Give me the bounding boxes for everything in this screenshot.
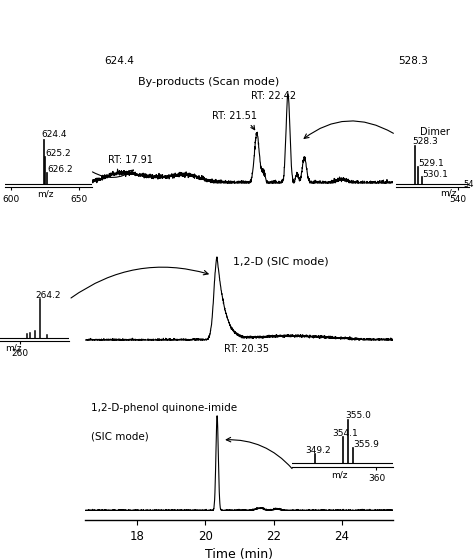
Text: (SIC mode): (SIC mode)	[91, 432, 149, 441]
Text: RT: 17.91: RT: 17.91	[108, 155, 153, 165]
Text: m/z: m/z	[37, 190, 54, 199]
Text: m/z: m/z	[331, 470, 347, 479]
Text: 264.2: 264.2	[36, 291, 61, 300]
Text: 355.0: 355.0	[345, 411, 371, 420]
Text: m/z: m/z	[440, 189, 456, 198]
Text: 54: 54	[464, 180, 474, 190]
Text: RT: 22.42: RT: 22.42	[251, 91, 296, 101]
Text: RT: 21.51: RT: 21.51	[212, 111, 257, 130]
Text: 624.4: 624.4	[105, 56, 135, 67]
Text: 625.2: 625.2	[46, 149, 71, 158]
Text: 355.9: 355.9	[353, 440, 379, 449]
Text: 528.3: 528.3	[398, 56, 428, 67]
Text: 354.1: 354.1	[332, 429, 358, 438]
Text: 349.2: 349.2	[306, 446, 331, 455]
Text: 624.4: 624.4	[42, 130, 67, 139]
Text: 1,2-D-phenol quinone-imide: 1,2-D-phenol quinone-imide	[91, 403, 237, 413]
Text: 530.1: 530.1	[422, 169, 448, 178]
Text: 528.3: 528.3	[412, 137, 438, 146]
Text: m/z: m/z	[5, 343, 21, 352]
Text: By-products (Scan mode): By-products (Scan mode)	[138, 77, 279, 87]
Text: 626.2: 626.2	[47, 165, 73, 174]
Text: 529.1: 529.1	[418, 159, 444, 168]
Text: RT: 20.35: RT: 20.35	[224, 344, 269, 354]
X-axis label: Time (min): Time (min)	[205, 548, 273, 559]
Text: 1,2-D (SIC mode): 1,2-D (SIC mode)	[233, 257, 329, 267]
Text: Dimer: Dimer	[419, 127, 449, 137]
